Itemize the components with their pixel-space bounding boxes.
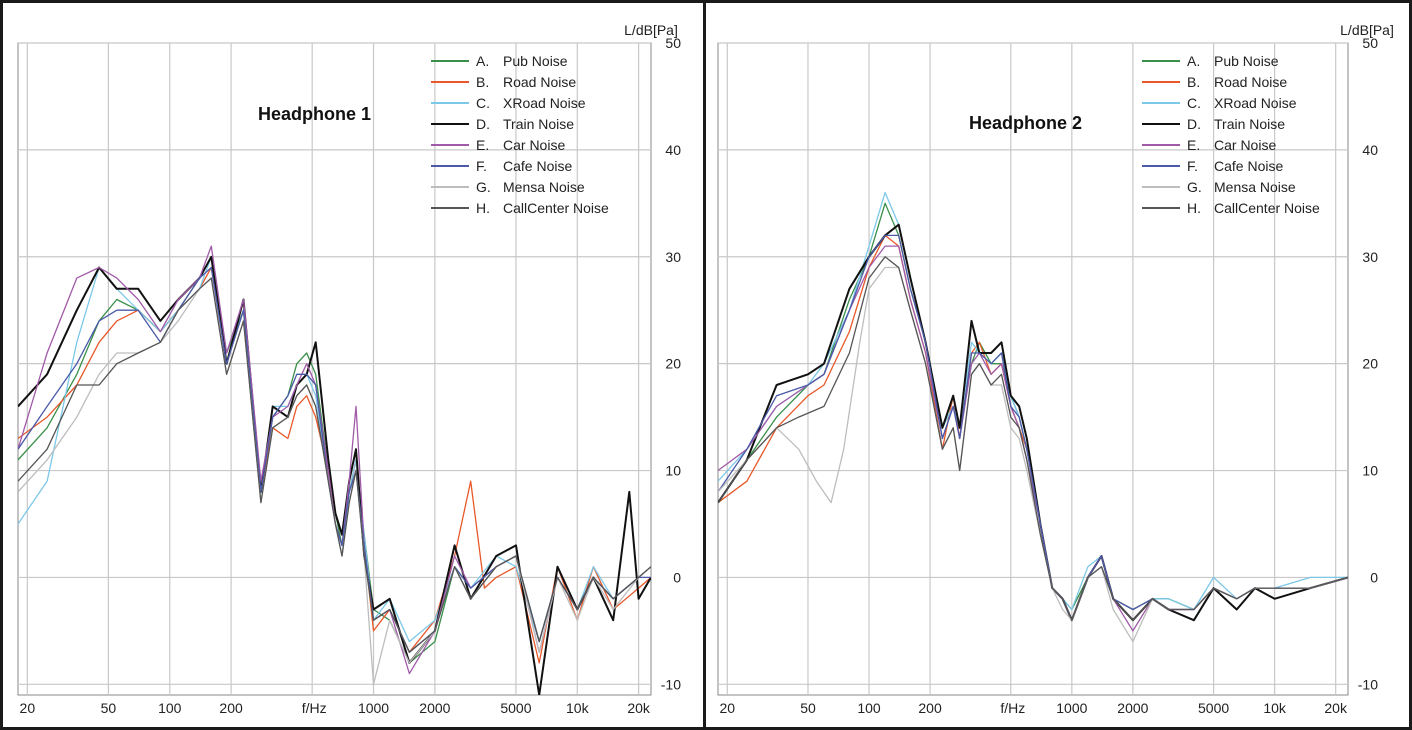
chart-1-y-tick-label: -10 [661, 676, 681, 692]
chart-2-y-tick-label: -10 [1358, 676, 1378, 692]
chart-1-x-tick-label: 100 [158, 700, 182, 716]
chart-1-y-axis-label: L/dB[Pa] [624, 22, 678, 38]
chart-1-title: Headphone 1 [258, 104, 371, 124]
chart-2-legend-letter-b: B. [1187, 74, 1200, 90]
chart-1-y-tick-label: 50 [665, 35, 681, 51]
chart-1-legend-letter-f: F. [476, 158, 487, 174]
chart-2-legend-label-b: Road Noise [1214, 74, 1287, 90]
chart-1-series-b [18, 266, 651, 664]
chart-2-series-g [718, 266, 1348, 643]
chart-2-series-h [718, 256, 1348, 621]
chart-1-legend-label-c: XRoad Noise [503, 95, 586, 111]
chart-1-x-tick-label: 200 [219, 700, 243, 716]
chart-2-series-e [718, 245, 1348, 632]
chart-1-series-h [18, 277, 651, 653]
chart-1-x-tick-label: 2000 [419, 700, 450, 716]
chart-2-series-d [718, 223, 1348, 622]
chart-2-legend-letter-d: D. [1187, 116, 1201, 132]
chart-1-legend-letter-d: D. [476, 116, 490, 132]
chart-1-legend-letter-h: H. [476, 200, 490, 216]
chart-2-y-tick-label: 30 [1362, 249, 1378, 265]
chart-1-legend-letter-g: G. [476, 179, 491, 195]
chart-1-y-tick-label: 20 [665, 356, 681, 372]
chart-2-legend-label-e: Car Noise [1214, 137, 1276, 153]
chart-2-series-c [718, 191, 1348, 611]
chart-2-legend-label-h: CallCenter Noise [1214, 200, 1320, 216]
chart-1-legend-letter-c: C. [476, 95, 490, 111]
chart-2-series-f [718, 234, 1348, 621]
chart-1-legend-label-a: Pub Noise [503, 53, 568, 69]
chart-2-y-tick-label: 20 [1362, 356, 1378, 372]
chart-1-y-tick-label: 0 [673, 569, 681, 585]
chart-1-x-tick-label: 10k [566, 700, 590, 716]
chart-2-legend-label-f: Cafe Noise [1214, 158, 1283, 174]
chart-1-x-tick-label: 50 [101, 700, 117, 716]
chart-1-legend-label-b: Road Noise [503, 74, 576, 90]
chart-2-x-tick-label: 50 [800, 700, 816, 716]
chart-2-y-tick-label: 10 [1362, 463, 1378, 479]
chart-2-x-tick-label: 20 [719, 700, 735, 716]
chart-2-title: Headphone 2 [969, 113, 1082, 133]
chart-2-y-axis-label: L/dB[Pa] [1340, 22, 1394, 38]
chart-1-legend-label-e: Car Noise [503, 137, 565, 153]
chart-1-y-tick-label: 30 [665, 249, 681, 265]
chart-panel-headphone-1: 50 40 30 20 10 0 -10 20 50 100 200 1000 2000 5000 10k 2… [0, 0, 706, 730]
chart-1-series-a [18, 256, 651, 664]
chart-1-legend-letter-a: A. [476, 53, 489, 69]
chart-1-x-axis-label: f/Hz [302, 700, 327, 716]
chart-2-series-a [718, 202, 1348, 611]
chart-1-series-d [18, 255, 651, 695]
chart-2-legend-label-c: XRoad Noise [1214, 95, 1297, 111]
chart-1-legend-label-d: Train Noise [503, 116, 574, 132]
chart-2-x-tick-label: 200 [918, 700, 942, 716]
chart-2-legend-letter-h: H. [1187, 200, 1201, 216]
chart-2-legend-label-d: Train Noise [1214, 116, 1285, 132]
chart-2-series-b [718, 234, 1348, 621]
chart-1-x-tick-label: 5000 [500, 700, 531, 716]
chart-1-x-tick-label: 20k [627, 700, 651, 716]
chart-1-y-tick-label: 10 [665, 463, 681, 479]
chart-2-x-tick-label: 20k [1324, 700, 1348, 716]
chart-2-legend-letter-e: E. [1187, 137, 1200, 153]
chart-1-legend-letter-b: B. [476, 74, 489, 90]
chart-2-legend-label-a: Pub Noise [1214, 53, 1279, 69]
chart-1-legend-label-h: CallCenter Noise [503, 200, 609, 216]
chart-1-legend-label-g: Mensa Noise [503, 179, 585, 195]
chart-2-x-tick-label: 5000 [1198, 700, 1229, 716]
chart-2-x-tick-label: 1000 [1056, 700, 1087, 716]
chart-2-y-tick-label: 40 [1362, 142, 1378, 158]
chart-2-legend-letter-c: C. [1187, 95, 1201, 111]
chart-2-x-tick-label: 100 [857, 700, 881, 716]
chart-1-legend-letter-e: E. [476, 137, 489, 153]
chart-2-legend-label-g: Mensa Noise [1214, 179, 1296, 195]
chart-2-x-tick-label: 10k [1263, 700, 1287, 716]
chart-2-y-tick-label: 0 [1370, 569, 1378, 585]
chart-2-x-tick-label: 2000 [1117, 700, 1148, 716]
chart-1-legend-label-f: Cafe Noise [503, 158, 572, 174]
chart-2-legend-letter-a: A. [1187, 53, 1200, 69]
chart-1-series-e [18, 245, 651, 675]
chart-panel-headphone-2: 50 40 30 20 10 0 -10 20 50 100 200 1000 2000 5000 10k 2… [703, 0, 1412, 730]
chart-2-legend-letter-f: F. [1187, 158, 1198, 174]
chart-2-x-axis-label: f/Hz [1000, 700, 1025, 716]
chart-2-legend-letter-g: G. [1187, 179, 1202, 195]
chart-1-series-g [18, 277, 651, 685]
chart-1-x-tick-label: 1000 [358, 700, 389, 716]
chart-2-y-tick-label: 50 [1362, 35, 1378, 51]
chart-1-y-tick-label: 40 [665, 142, 681, 158]
chart-1-x-tick-label: 20 [20, 700, 36, 716]
